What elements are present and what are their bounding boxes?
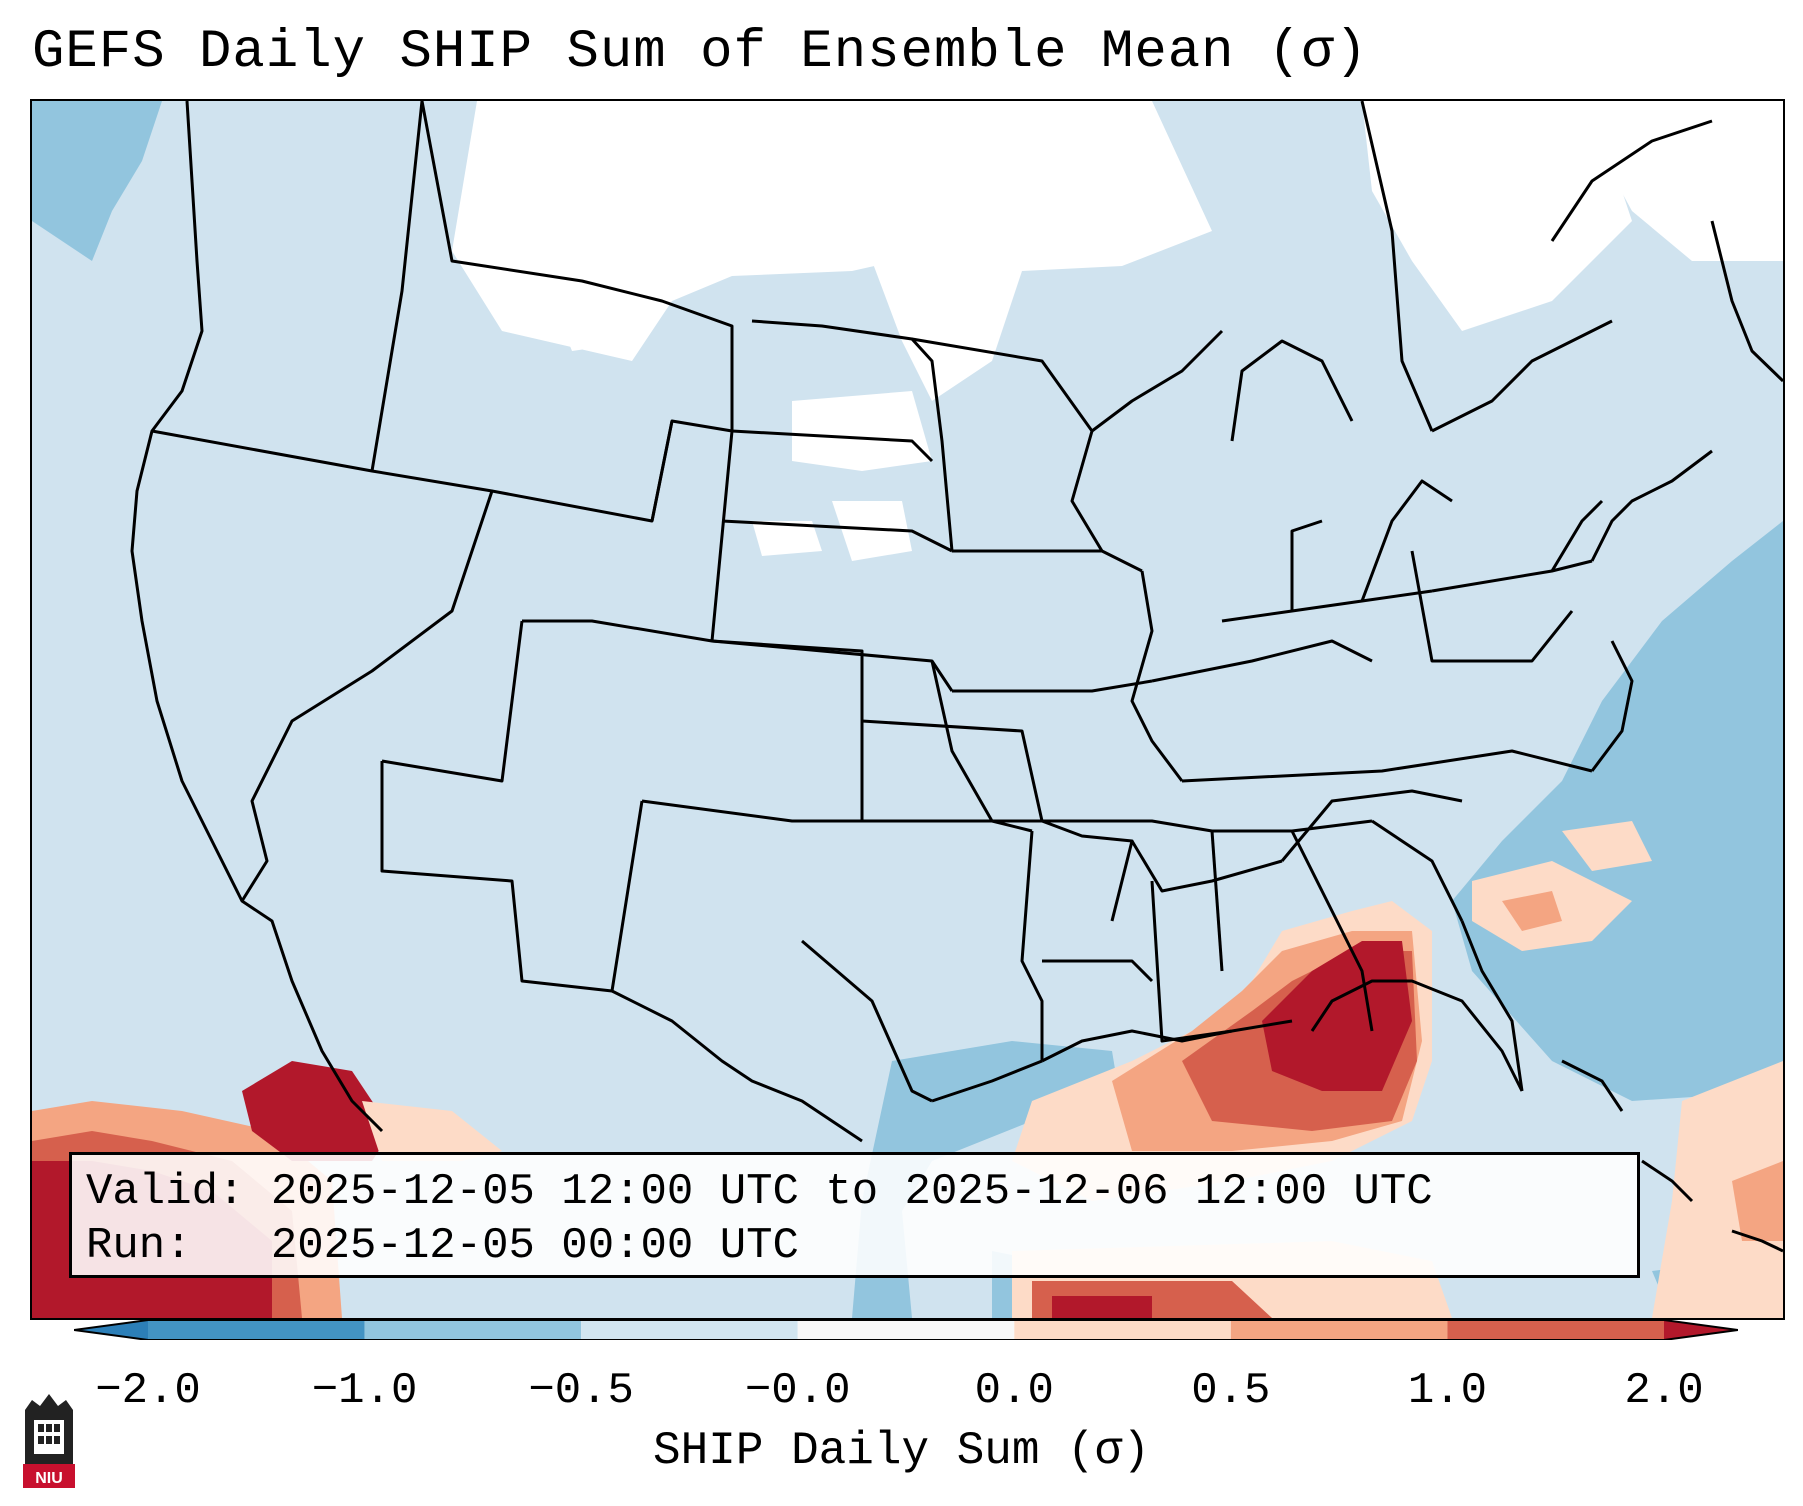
colorbar-tick-label: −0.0: [744, 1366, 851, 1416]
valid-label: Valid:: [86, 1167, 245, 1217]
niu-logo: NIU: [23, 1394, 75, 1488]
colorbar-bin: [1447, 1320, 1664, 1340]
chart-title: GEFS Daily SHIP Sum of Ensemble Mean (σ): [32, 22, 1369, 83]
ship-field-map: [32, 101, 1783, 1318]
colorbar-bins: [74, 1320, 1738, 1340]
colorbar-label: SHIP Daily Sum (σ): [653, 1425, 1150, 1477]
positive-field-atlantic: [1472, 821, 1783, 1318]
colorbar-tick-label: 1.0: [1407, 1366, 1488, 1416]
valid-value: 2025-12-05 12:00 UTC to 2025-12-06 12:00…: [270, 1167, 1433, 1217]
colorbar-tick-labels: −2.0 −1.0 −0.5 −0.0 0.0 0.5 1.0 2.0: [0, 1366, 1803, 1426]
state-borders: [130, 101, 1783, 1143]
colorbar-tick-label: −2.0: [95, 1366, 201, 1416]
colorbar-bin: [797, 1320, 1015, 1340]
colorbar-bin: [364, 1320, 582, 1340]
run-label: Run:: [86, 1221, 245, 1271]
colorbar-tick-label: 0.0: [974, 1366, 1054, 1416]
run-value: 2025-12-05 00:00 UTC: [270, 1221, 799, 1271]
colorbar-bin: [74, 1320, 148, 1340]
colorbar: [74, 1320, 1738, 1340]
colorbar-bin: [1664, 1320, 1738, 1340]
svg-text:NIU: NIU: [35, 1470, 63, 1487]
colorbar-bin: [1230, 1320, 1448, 1340]
colorbar-tick-label: −1.0: [311, 1366, 418, 1416]
map-panel: Valid: 2025-12-05 12:00 UTC to 2025-12-0…: [30, 99, 1785, 1320]
colorbar-tick-label: 0.5: [1191, 1366, 1271, 1416]
caribbean-islands: [1561, 1059, 1783, 1253]
valid-run-info-box: Valid: 2025-12-05 12:00 UTC to 2025-12-0…: [69, 1152, 1640, 1278]
neutral-field: [452, 101, 1783, 561]
colorbar-tick-label: 2.0: [1624, 1366, 1704, 1416]
colorbar-bin: [148, 1320, 365, 1340]
colorbar-tick-label: −0.5: [528, 1366, 634, 1416]
colorbar-bin: [581, 1320, 798, 1340]
colorbar-bin: [1014, 1320, 1231, 1340]
